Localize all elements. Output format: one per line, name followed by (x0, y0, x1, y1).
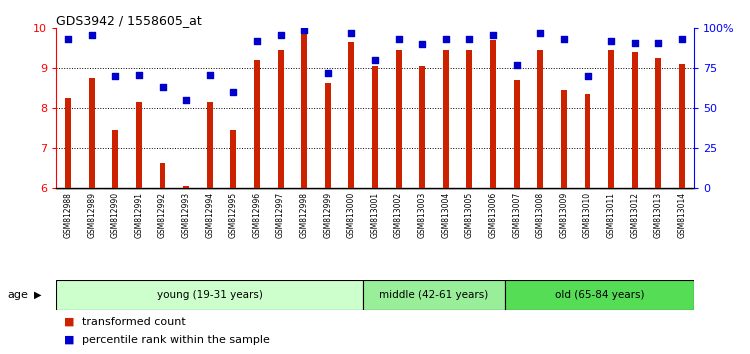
Text: GSM812999: GSM812999 (323, 192, 332, 238)
Text: GSM812995: GSM812995 (229, 192, 238, 238)
Point (392, 37, 404, 42)
Bar (349, 42, 354, 188)
Point (534, 30, 546, 36)
Bar (632, 52, 638, 188)
Point (558, 37, 570, 42)
Point (62, 37, 74, 42)
Bar (325, 83, 331, 188)
Text: ■: ■ (64, 317, 74, 327)
Text: ▶: ▶ (34, 290, 41, 300)
Text: GSM813013: GSM813013 (654, 192, 663, 238)
Text: old (65-84 years): old (65-84 years) (554, 290, 644, 300)
Point (86, 32, 98, 38)
Text: ■: ■ (64, 335, 74, 345)
Point (440, 37, 452, 42)
Text: GSM812993: GSM812993 (182, 192, 190, 238)
Point (227, 89, 239, 95)
Bar (230, 130, 236, 188)
Point (676, 37, 688, 42)
Bar (302, 30, 307, 188)
Text: GSM813008: GSM813008 (536, 192, 544, 238)
Bar (584, 94, 590, 188)
Text: GSM813001: GSM813001 (370, 192, 380, 238)
Bar (278, 50, 284, 188)
Point (274, 32, 286, 38)
Bar (505, 280, 694, 310)
Bar (419, 66, 425, 188)
Bar (136, 102, 142, 188)
Point (133, 72, 145, 78)
Text: GSM812989: GSM812989 (87, 192, 96, 238)
Bar (608, 50, 614, 188)
Bar (254, 60, 260, 188)
Bar (561, 90, 567, 188)
Text: GSM813002: GSM813002 (394, 192, 403, 238)
Text: GSM813012: GSM813012 (630, 192, 639, 238)
Text: GSM813010: GSM813010 (583, 192, 592, 238)
Bar (65, 98, 71, 188)
Point (346, 30, 358, 36)
Point (251, 38, 263, 44)
Bar (207, 102, 213, 188)
Point (369, 57, 381, 63)
Text: middle (42-61 years): middle (42-61 years) (380, 290, 489, 300)
Bar (56, 280, 363, 310)
Point (322, 70, 334, 76)
Bar (514, 80, 520, 188)
Text: GSM812994: GSM812994 (206, 192, 214, 238)
Bar (679, 64, 685, 188)
Point (298, 27, 310, 33)
Point (581, 73, 593, 79)
Text: GSM812992: GSM812992 (158, 192, 167, 238)
Bar (88, 78, 94, 188)
Point (180, 97, 192, 103)
Text: GSM813007: GSM813007 (512, 192, 521, 238)
Bar (372, 66, 378, 188)
Text: GSM812988: GSM812988 (64, 192, 73, 238)
Text: GSM812991: GSM812991 (134, 192, 143, 238)
Point (605, 38, 617, 44)
Text: young (19-31 years): young (19-31 years) (157, 290, 262, 300)
Bar (537, 50, 543, 188)
Bar (363, 280, 505, 310)
Point (416, 41, 428, 47)
Text: GSM813003: GSM813003 (418, 192, 427, 238)
Text: transformed count: transformed count (82, 317, 186, 327)
Bar (466, 50, 472, 188)
Point (652, 40, 664, 46)
Point (204, 72, 216, 78)
Text: GSM812998: GSM812998 (300, 192, 309, 238)
Bar (112, 130, 118, 188)
Text: GSM813011: GSM813011 (607, 192, 616, 238)
Text: percentile rank within the sample: percentile rank within the sample (82, 335, 270, 345)
Text: GSM812990: GSM812990 (111, 192, 120, 238)
Text: age: age (8, 290, 28, 300)
Point (511, 62, 523, 68)
Bar (490, 40, 496, 188)
Bar (443, 50, 448, 188)
Text: GSM813004: GSM813004 (441, 192, 450, 238)
Text: GSM812997: GSM812997 (276, 192, 285, 238)
Point (110, 73, 122, 79)
Point (157, 85, 169, 90)
Text: GSM813005: GSM813005 (465, 192, 474, 238)
Text: GSM813000: GSM813000 (347, 192, 356, 238)
Text: GSM813009: GSM813009 (560, 192, 568, 238)
Text: GSM813014: GSM813014 (677, 192, 686, 238)
Bar (160, 163, 166, 188)
Point (464, 37, 476, 42)
Bar (656, 58, 662, 188)
Point (487, 32, 499, 38)
Text: GSM813006: GSM813006 (488, 192, 497, 238)
Text: GDS3942 / 1558605_at: GDS3942 / 1558605_at (56, 14, 202, 27)
Text: GSM812996: GSM812996 (253, 192, 262, 238)
Bar (183, 185, 189, 188)
Bar (396, 50, 401, 188)
Point (628, 40, 640, 46)
